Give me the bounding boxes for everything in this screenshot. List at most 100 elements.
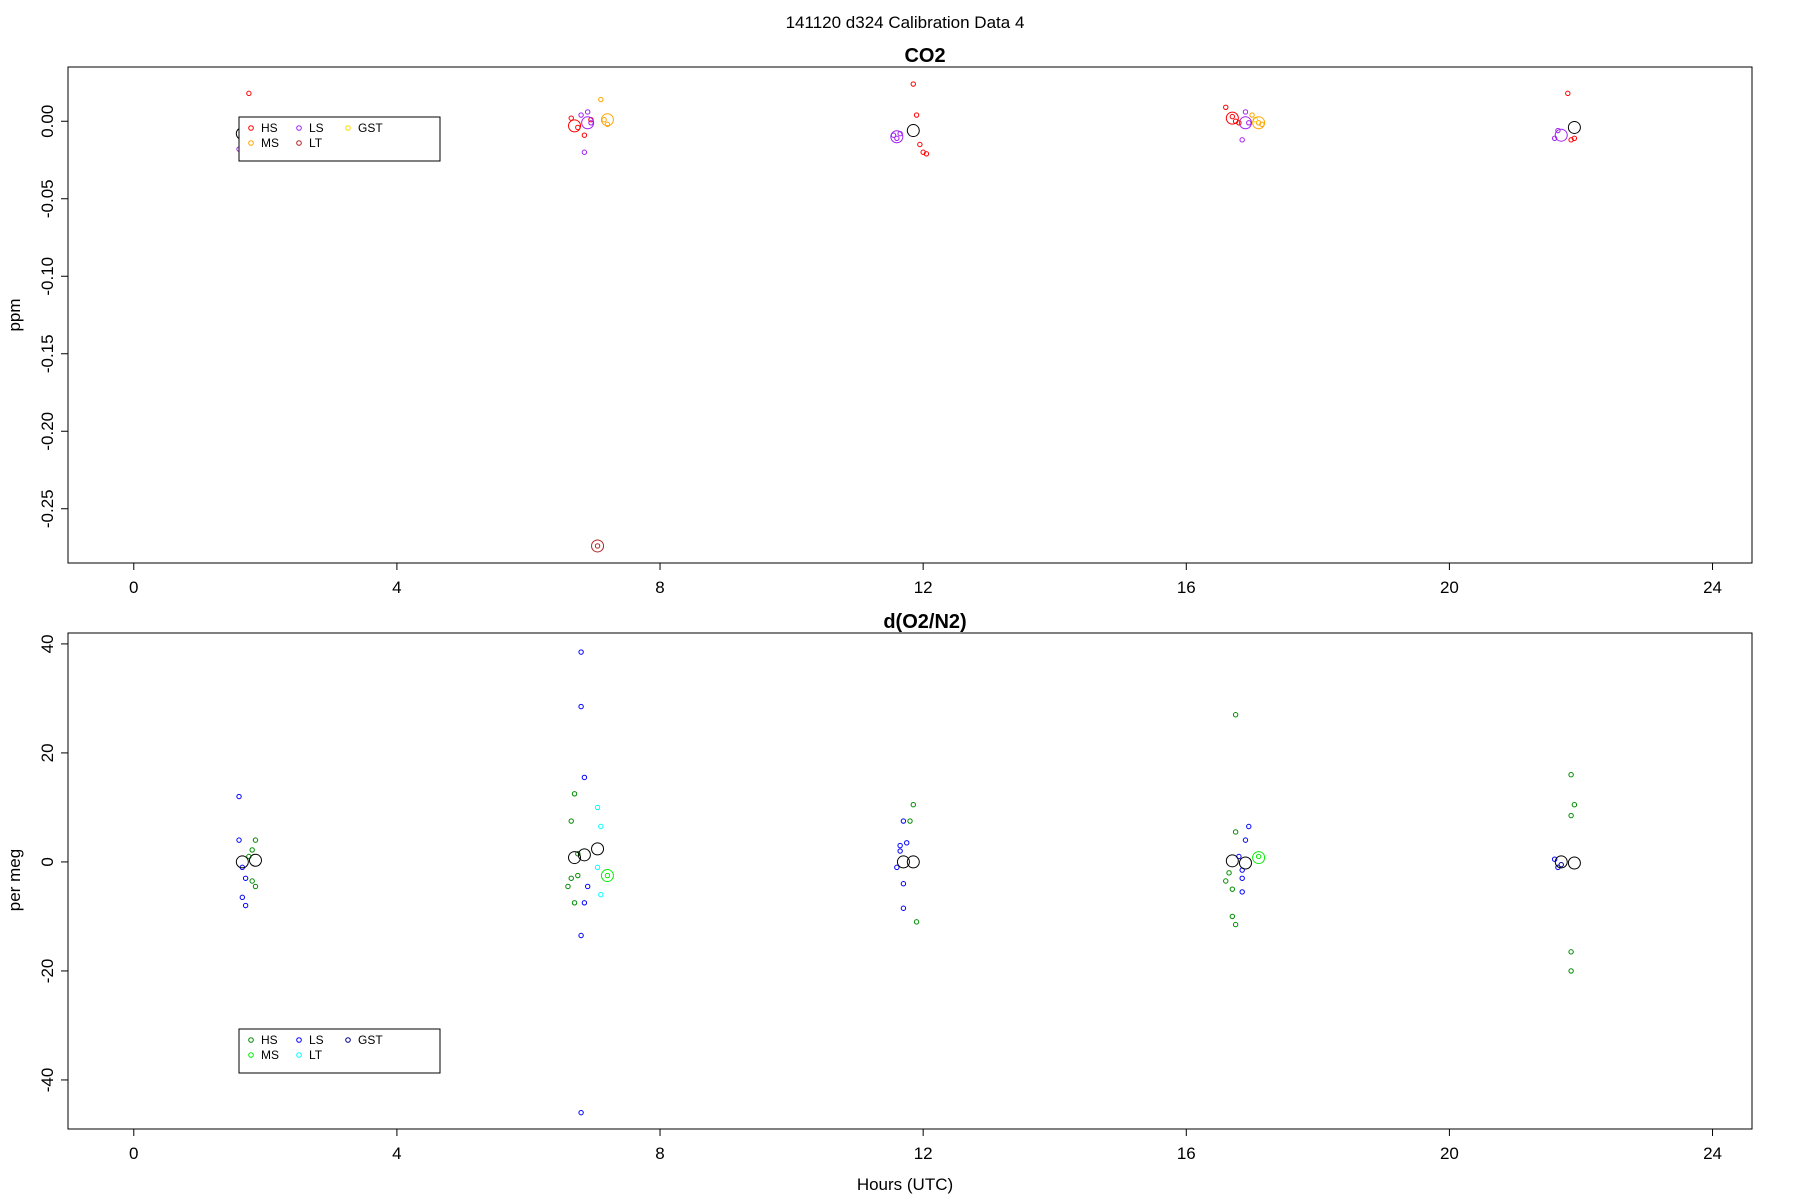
o2n2-legend-label: LS <box>309 1033 324 1047</box>
o2n2-legend-label: LT <box>309 1048 323 1062</box>
o2n2-point-ls <box>904 840 910 846</box>
co2-y-tick-label: -0.25 <box>38 489 57 528</box>
o2n2-point-hs <box>565 883 571 890</box>
o2n2-mean-marker <box>1567 856 1581 870</box>
o2n2-y-tick-label: -40 <box>38 1068 57 1093</box>
o2n2-point-lt <box>594 804 601 811</box>
o2n2-mean-marker <box>235 855 249 869</box>
co2-point-ls <box>581 149 588 155</box>
o2n2-mean-marker <box>248 853 262 867</box>
o2n2-x-tick-label: 0 <box>129 1144 138 1163</box>
co2-y-tick-label: -0.15 <box>38 334 57 373</box>
o2n2-point-hs <box>575 851 581 857</box>
o2n2-y-tick-label: -20 <box>38 959 57 984</box>
co2-point-hs <box>923 151 930 157</box>
o2n2-point-ls <box>242 875 249 881</box>
o2n2-point-hs <box>249 847 255 853</box>
o2n2-point-hs <box>913 919 920 925</box>
o2n2-mean-marker <box>1554 855 1568 869</box>
o2n2-point-hs <box>249 878 255 884</box>
o2n2-legend-marker <box>296 1037 302 1043</box>
o2n2-point-hs <box>1568 772 1574 778</box>
co2-point-hs <box>913 112 920 118</box>
co2-point-ls <box>1551 135 1558 142</box>
co2-y-axis-label: ppm <box>5 298 24 331</box>
o2n2-point-hs <box>907 818 913 824</box>
co2-point-ls <box>578 112 584 118</box>
co2-legend-label: GST <box>358 121 383 135</box>
co2-point-hs <box>1565 90 1571 97</box>
co2-legend-marker <box>248 125 254 131</box>
o2n2-mean-marker <box>1225 854 1239 868</box>
co2-point-hs <box>917 141 923 148</box>
o2n2-point-hs <box>910 801 916 808</box>
o2n2-point-ls <box>578 703 584 710</box>
o2n2-x-tick-label: 16 <box>1177 1144 1196 1163</box>
o2n2-point-hs <box>1571 801 1578 808</box>
co2-mean-marker <box>581 116 595 130</box>
o2n2-x-tick-label: 4 <box>392 1144 401 1163</box>
co2-mean-marker <box>906 124 920 138</box>
o2n2-point-lt <box>598 891 604 898</box>
o2n2-point-ls <box>584 883 591 890</box>
o2n2-point-ls <box>1239 875 1245 881</box>
o2n2-point-ls <box>900 881 907 887</box>
o2n2-point-ls <box>236 837 242 843</box>
o2n2-point-hs <box>1568 968 1574 974</box>
o2n2-mean-marker <box>1252 851 1266 865</box>
co2-x-tick-label: 8 <box>655 578 664 597</box>
co2-y-tick-label: 0.00 <box>38 105 57 138</box>
co2-point-ls <box>584 109 591 115</box>
co2-x-tick-label: 12 <box>914 578 933 597</box>
co2-panel-title: CO2 <box>904 45 945 67</box>
o2n2-y-tick-label: 0 <box>38 857 57 866</box>
o2n2-mean-marker <box>568 851 582 865</box>
co2-point-hs <box>1571 135 1578 142</box>
o2n2-point-ls <box>1239 889 1245 895</box>
o2n2-point-hs <box>571 791 578 797</box>
co2-y-axis: 0.00 -0.05 -0.10 -0.15 -0.20 -0.25 <box>38 105 69 528</box>
co2-mean-marker <box>1225 111 1239 125</box>
o2n2-legend-label: GST <box>358 1033 383 1047</box>
o2n2-legend-marker <box>248 1052 254 1058</box>
co2-legend-marker <box>296 125 302 131</box>
o2n2-legend-label: HS <box>261 1033 278 1047</box>
co2-legend-label: HS <box>261 121 278 135</box>
o2n2-x-tick-label: 20 <box>1440 1144 1459 1163</box>
o2n2-point-ls <box>900 905 907 911</box>
co2-x-tick-label: 16 <box>1177 578 1196 597</box>
co2-legend-label: LS <box>309 121 324 135</box>
co2-x-tick-label: 0 <box>129 578 138 597</box>
o2n2-point-lt <box>598 823 604 830</box>
co2-y-tick-label: -0.05 <box>38 179 57 218</box>
o2n2-point-ls <box>1242 837 1249 843</box>
co2-mean-marker <box>1554 128 1568 142</box>
co2-x-tick-label: 20 <box>1440 578 1459 597</box>
o2n2-point-ms <box>604 872 611 879</box>
o2n2-point-hs <box>1232 712 1239 718</box>
co2-y-tick-label: -0.20 <box>38 412 57 451</box>
co2-point-hs <box>1229 113 1236 120</box>
o2n2-point-hs <box>252 883 259 890</box>
co2-point-hs <box>1223 104 1229 111</box>
o2n2-mean-marker <box>1238 856 1252 870</box>
o2n2-point-hs <box>1568 812 1574 819</box>
co2-point-ls <box>1242 109 1249 115</box>
o2n2-point-ls <box>894 864 900 871</box>
co2-point-hs <box>246 90 252 97</box>
o2n2-point-ls <box>239 894 246 901</box>
co2-point-ms <box>601 117 607 123</box>
o2n2-legend-marker <box>296 1052 302 1058</box>
o2n2-point-hs <box>1232 921 1239 928</box>
o2n2-point-hs <box>1568 949 1574 955</box>
co2-mean-marker <box>568 119 582 133</box>
o2n2-point-hs <box>1232 829 1239 835</box>
o2n2-point-hs <box>1229 913 1236 920</box>
o2n2-point-hs <box>252 837 259 843</box>
o2n2-point-hs <box>571 900 578 906</box>
co2-point-ms <box>604 121 611 128</box>
